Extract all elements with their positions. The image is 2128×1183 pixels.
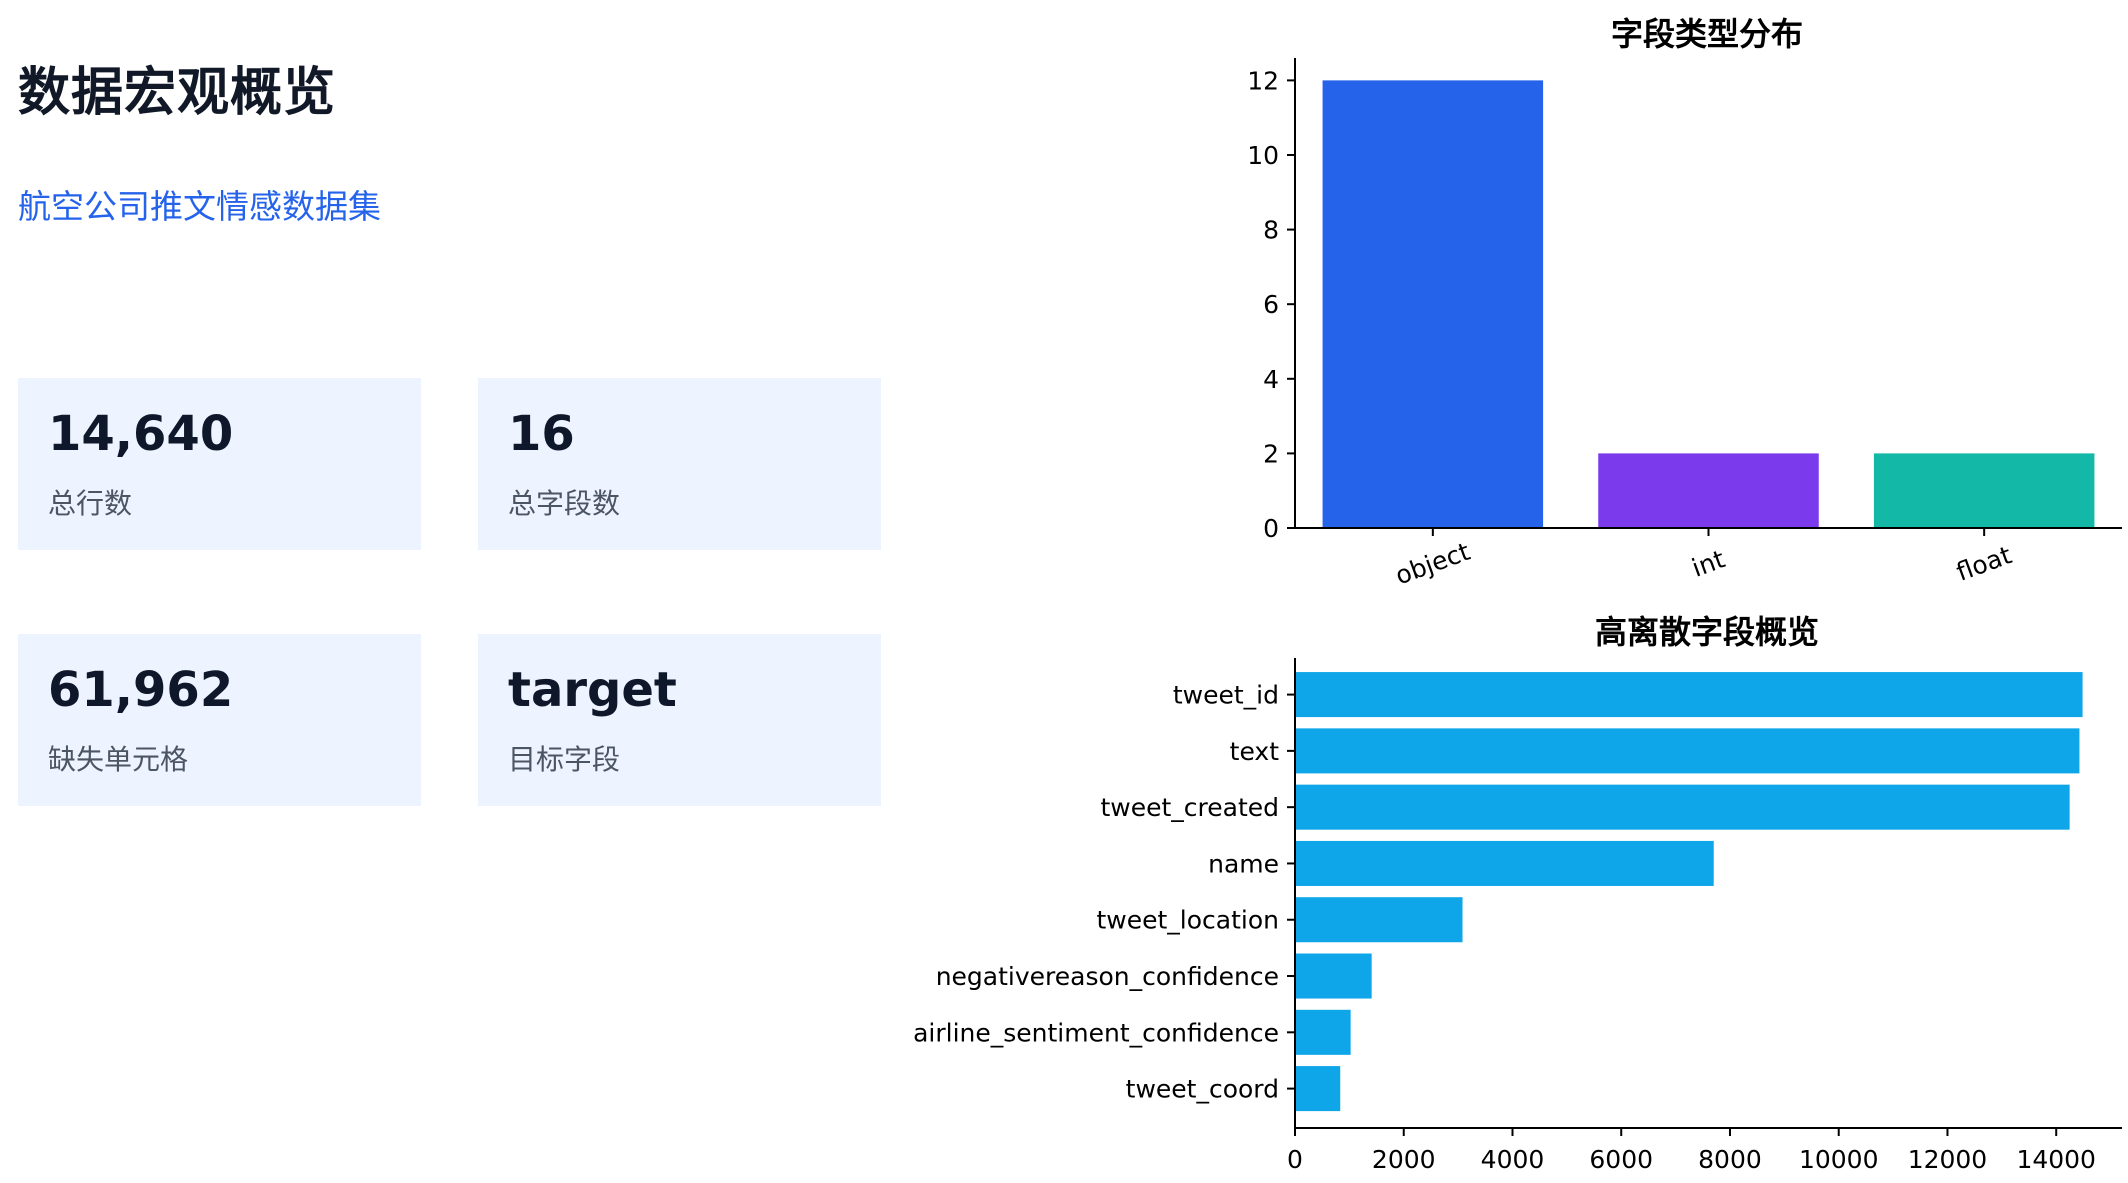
x-tick-label: float (1953, 540, 2016, 587)
stat-value: 14,640 (48, 406, 234, 462)
dataset-name: 航空公司推文情感数据集 (18, 187, 381, 226)
chart-title: 高离散字段概览 (1595, 613, 1819, 651)
bar-float (1873, 453, 2095, 528)
field-type-chart: 字段类型分布 0 2 4 6 8 10 12 object int float (1247, 15, 2122, 591)
chart-title: 字段类型分布 (1611, 15, 1803, 53)
y-tick-label: name (1208, 849, 1279, 878)
y-tick-label: 0 (1263, 514, 1279, 543)
bar-tweet_location (1295, 897, 1463, 943)
y-tick-label: 10 (1247, 141, 1279, 170)
y-tick-label: tweet_location (1096, 906, 1279, 935)
bar-tweet_id (1295, 672, 2083, 718)
stat-card-missing-cells: 61,962 缺失单元格 (18, 634, 421, 806)
y-tick-label: text (1230, 737, 1280, 766)
bar-name (1295, 840, 1714, 886)
bar-negativereason_confidence (1295, 953, 1372, 999)
y-tick-label: negativereason_confidence (936, 962, 1279, 991)
stat-label: 缺失单元格 (48, 743, 189, 776)
x-tick-label: 12000 (1908, 1145, 1988, 1174)
x-tick-label: 6000 (1589, 1145, 1653, 1174)
stat-value: target (508, 662, 677, 718)
x-tick-label: 0 (1287, 1145, 1303, 1174)
y-tick-label: 8 (1263, 216, 1279, 245)
stat-value: 61,962 (48, 662, 234, 718)
stat-value: 16 (508, 406, 575, 462)
stat-label: 目标字段 (508, 743, 621, 776)
y-tick-label: 2 (1263, 439, 1279, 468)
y-tick-label: 12 (1247, 66, 1279, 95)
y-tick-label: tweet_id (1173, 681, 1279, 710)
y-tick-label: airline_sentiment_confidence (913, 1018, 1279, 1047)
stat-card-total-fields: 16 总字段数 (478, 378, 881, 550)
stat-label: 总字段数 (508, 487, 621, 520)
stat-card-total-rows: 14,640 总行数 (18, 378, 421, 550)
x-tick-label: 10000 (1799, 1145, 1879, 1174)
bar-tweet_coord (1295, 1066, 1341, 1112)
stat-label: 总行数 (48, 487, 133, 520)
x-tick-label: object (1392, 537, 1474, 591)
bar-int (1598, 453, 1819, 528)
page-title: 数据宏观概览 (18, 63, 337, 123)
y-tick-label: tweet_created (1100, 793, 1279, 822)
y-tick-label: 6 (1263, 290, 1279, 319)
x-tick-label: 4000 (1481, 1145, 1545, 1174)
x-tick-label: 14000 (2016, 1145, 2096, 1174)
x-tick-label: 8000 (1698, 1145, 1762, 1174)
bar-tweet_created (1295, 784, 2070, 830)
y-tick-label: tweet_coord (1126, 1075, 1279, 1104)
x-tick-label: 2000 (1372, 1145, 1436, 1174)
bar-airline_sentiment_confidence (1295, 1009, 1351, 1055)
x-tick-label: int (1688, 544, 1729, 582)
stat-card-target-field: target 目标字段 (478, 634, 881, 806)
bar-object (1322, 80, 1544, 528)
bar-text (1295, 728, 2080, 774)
y-tick-label: 4 (1263, 365, 1279, 394)
